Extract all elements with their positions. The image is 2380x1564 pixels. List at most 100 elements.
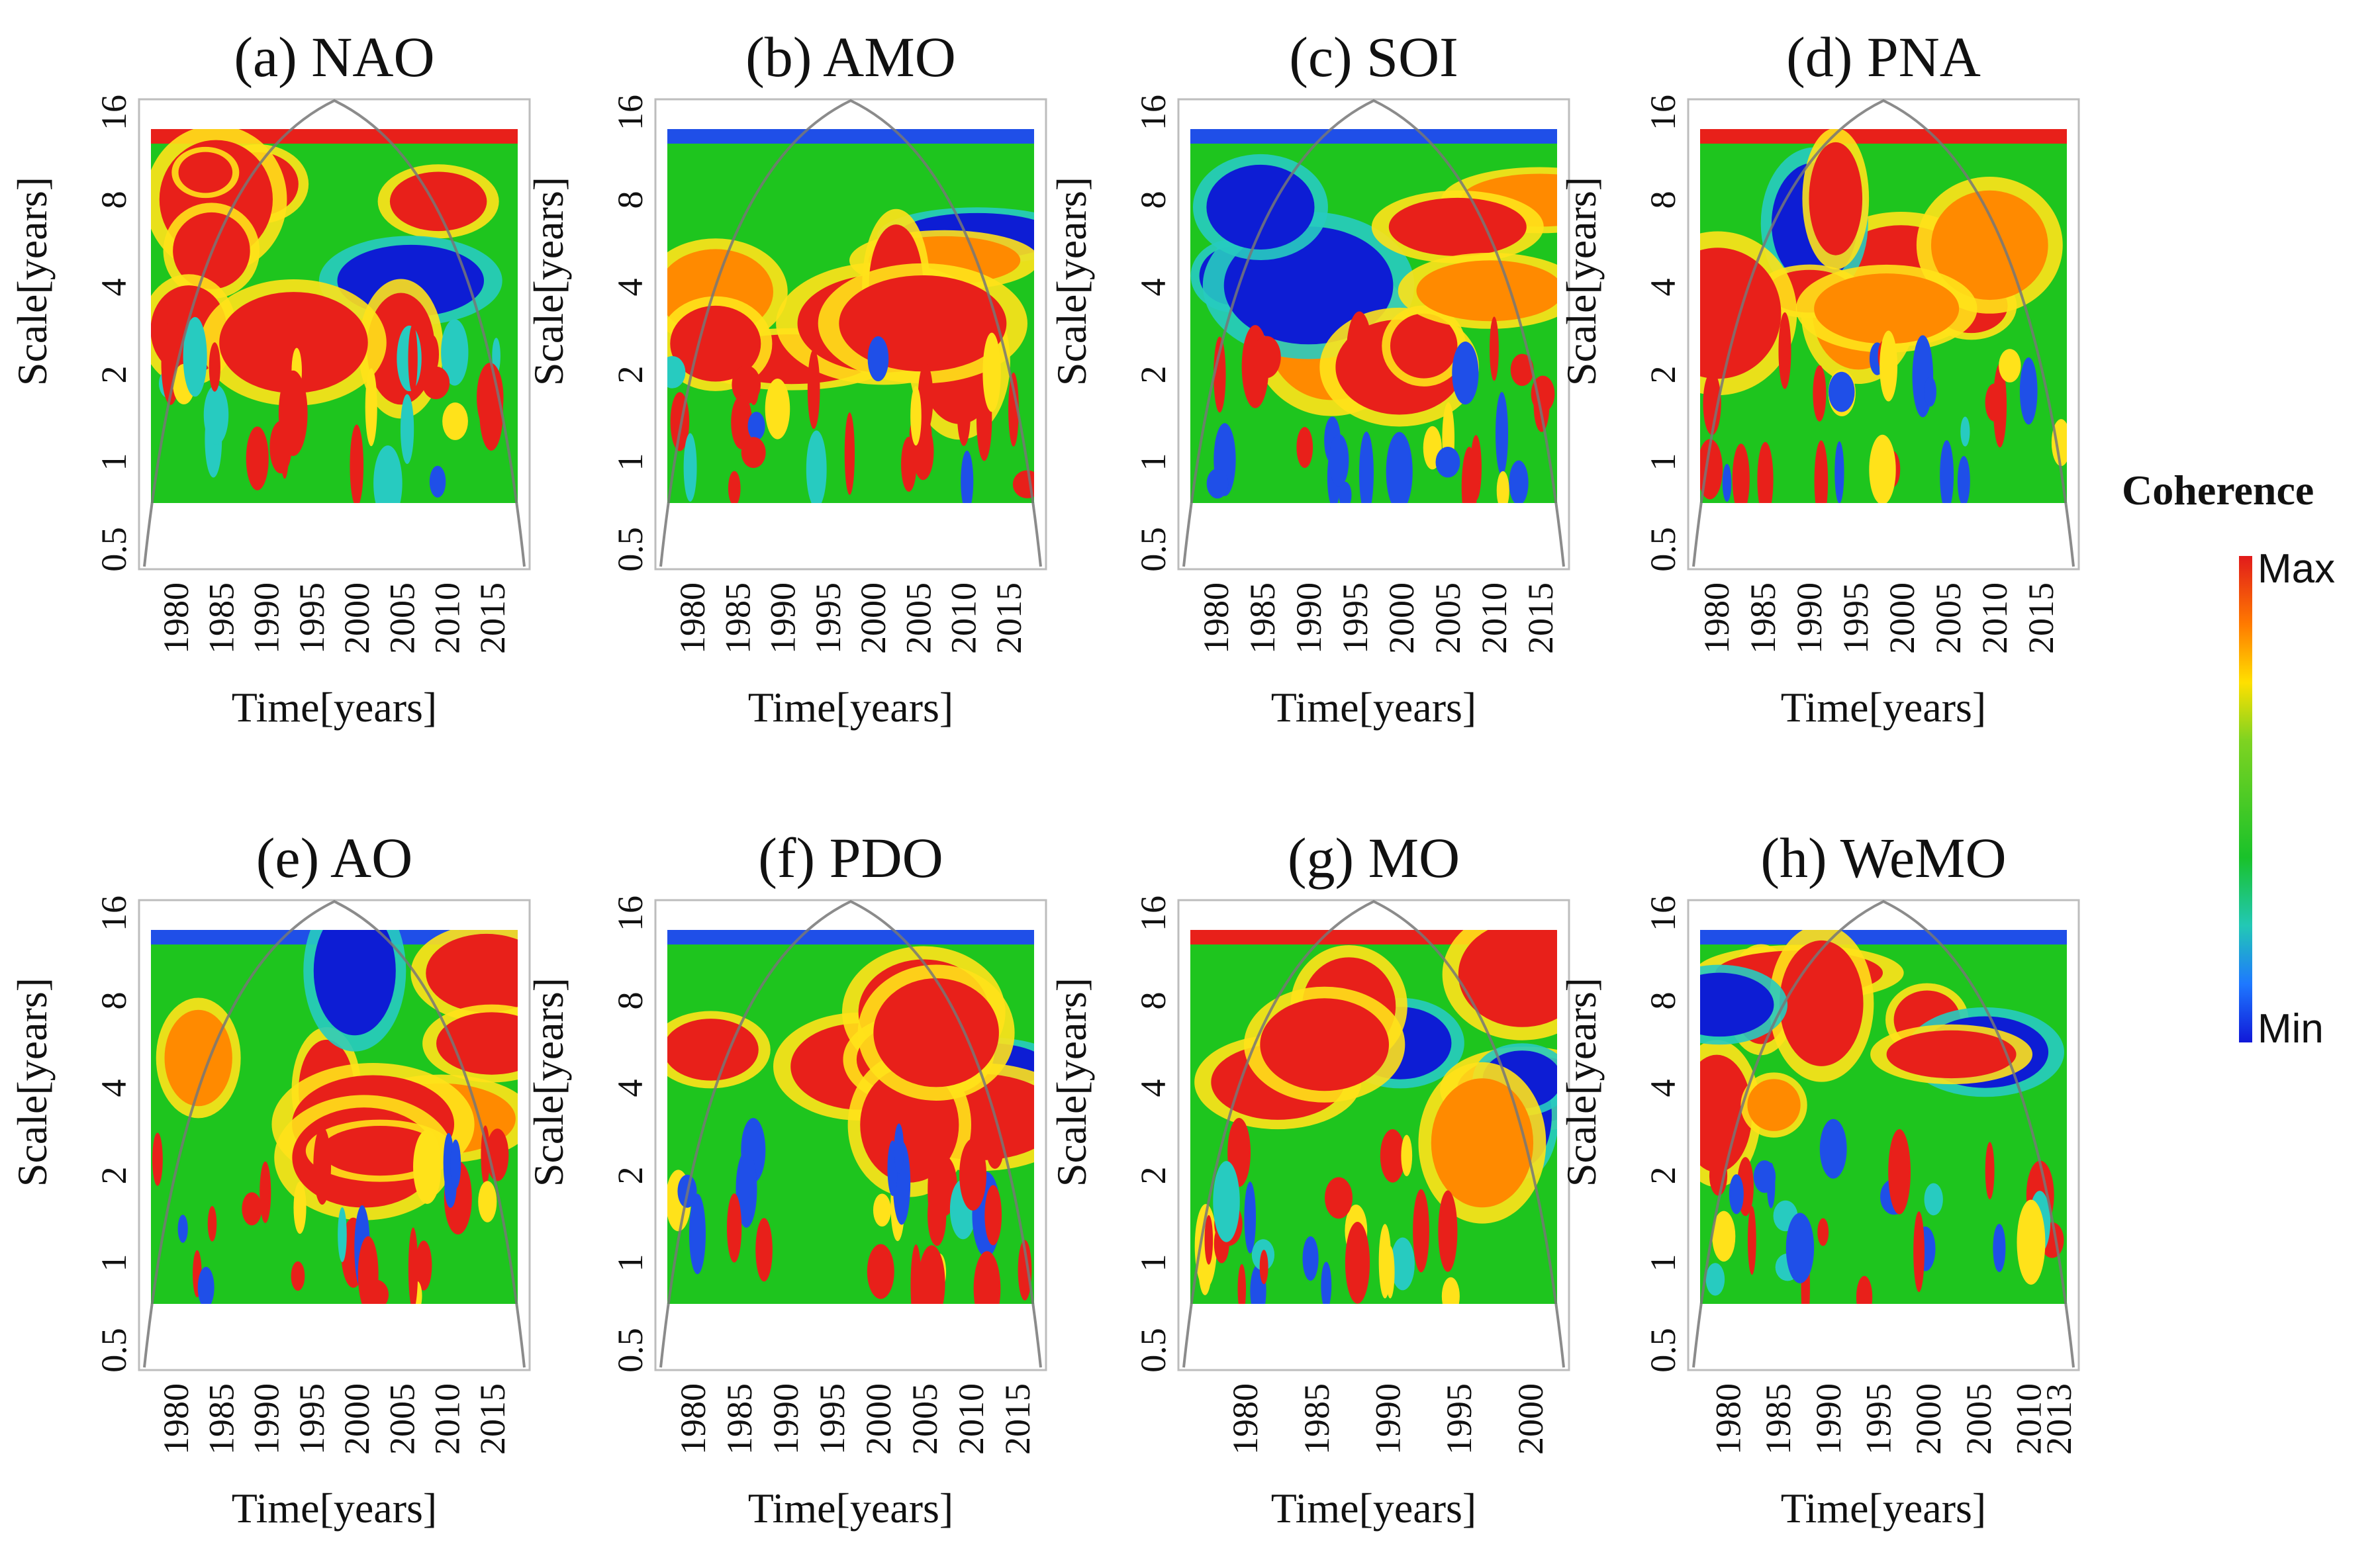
coherence-streak — [1729, 1174, 1744, 1215]
coherence-streak — [1888, 1129, 1911, 1215]
y-tick-label: 4 — [94, 1080, 134, 1097]
coherence-streak — [1817, 1218, 1829, 1246]
y-tick-label: 8 — [1643, 992, 1683, 1010]
coherence-streak — [2019, 357, 2038, 425]
x-axis-label: Time[years] — [1781, 684, 1986, 731]
y-tick-label: 8 — [94, 191, 134, 209]
y-tick-label: 1 — [610, 1254, 650, 1272]
x-axis-label: Time[years] — [1271, 684, 1476, 731]
coherence-streak — [1378, 1224, 1392, 1299]
coherence-streak — [726, 1193, 742, 1263]
coherence-streak — [689, 1193, 706, 1275]
coherence-streak — [1325, 1177, 1353, 1219]
coherence-streak — [478, 1181, 497, 1222]
coherence-streak — [1204, 1215, 1214, 1265]
coherence-streak — [1441, 1277, 1460, 1304]
coherence-blob — [1814, 273, 1960, 344]
y-tick-label: 0.5 — [610, 1328, 650, 1373]
coherence-blob — [1388, 197, 1527, 256]
coherence-streak — [731, 395, 753, 449]
x-tick-label: 1980 — [156, 1383, 196, 1455]
coherence-streak — [807, 349, 820, 430]
coherence-streak — [1813, 365, 1827, 422]
cone-of-influence — [143, 99, 526, 567]
x-tick-label: 1990 — [1789, 582, 1829, 654]
x-tick-label: 1995 — [812, 1383, 852, 1455]
y-tick-label: 4 — [610, 1080, 650, 1097]
panel-e: (e) AO 16 8 4 2 1 0.5 Scale[years] 1980 1985 1990 1… — [9, 826, 531, 1532]
coherence-streak — [910, 386, 922, 446]
x-tick-label: 2000 — [853, 582, 893, 654]
x-tick-label: 2010 — [428, 1383, 467, 1455]
coherence-streak — [736, 1150, 757, 1228]
coherence-streak — [984, 1185, 1002, 1246]
x-tick-label: 2005 — [1928, 582, 1968, 654]
y-tick-label: 2 — [1643, 1167, 1683, 1185]
y-tick-label: 4 — [1643, 279, 1683, 297]
x-tick-label: 1980 — [673, 1383, 713, 1455]
cone-of-influence — [659, 99, 1042, 567]
coherence-streak — [755, 1218, 773, 1282]
x-tick-label: 1995 — [292, 1383, 332, 1455]
x-tick-label: 2015 — [998, 1383, 1037, 1455]
coherence-blob — [1431, 1078, 1534, 1208]
x-tick-label: 2015 — [473, 1383, 512, 1455]
x-axis-label: Time[years] — [748, 684, 953, 731]
coherence-field — [667, 930, 1034, 1304]
x-tick-label: 1980 — [156, 582, 196, 654]
coherence-streak — [1913, 1211, 1925, 1293]
x-axis-label: Time[years] — [1271, 1485, 1476, 1532]
coherence-streak — [1321, 1262, 1332, 1304]
panel-f: (f) PDO 16 8 4 2 1 0.5 Scale[years] 1980 1985 1990… — [525, 826, 1047, 1532]
x-tick-label: 2015 — [473, 582, 512, 654]
y-tick-label: 4 — [610, 279, 650, 297]
x-tick-label: 1995 — [1836, 582, 1876, 654]
x-tick-label: 2000 — [1909, 1383, 1948, 1455]
coherence-blob — [1390, 313, 1458, 379]
y-tick-label: 4 — [1133, 279, 1173, 297]
coherence-streak — [373, 445, 403, 503]
coherence-field — [151, 129, 518, 503]
coherence-streak — [873, 1193, 891, 1227]
coherence-blob — [313, 930, 396, 1036]
x-tick-label: 1985 — [720, 1383, 759, 1455]
x-tick-label: 2005 — [1959, 1383, 1999, 1455]
coherence-streak — [749, 373, 759, 406]
coherence-streak — [928, 1160, 936, 1222]
coherence-streak — [1985, 383, 2003, 422]
coherence-streak — [260, 1161, 271, 1223]
coherence-streak — [1753, 1160, 1776, 1193]
x-tick-label: 2000 — [337, 582, 377, 654]
x-tick-label: 2010 — [428, 582, 467, 654]
x-tick-label: 1990 — [247, 1383, 287, 1455]
coherence-streak — [957, 380, 971, 446]
coherence-streak — [1346, 311, 1372, 395]
x-tick-label: 2005 — [382, 1383, 422, 1455]
coherence-streak — [961, 450, 974, 503]
coherence-blob — [426, 933, 518, 1013]
coherence-streak — [350, 424, 364, 503]
panel-c: (c) SOI 16 8 4 2 1 0.5 Scale[years] 1980 1985 1990… — [1048, 25, 1570, 731]
coherence-streak — [1435, 447, 1460, 478]
cone-of-influence — [659, 899, 1042, 1368]
y-tick-label: 8 — [1133, 191, 1173, 209]
coherence-streak — [2017, 1199, 2046, 1285]
panel-d: (d) PNA 16 8 4 2 1 0.5 Scale[years] 1980 1985 1990… — [1558, 25, 2080, 731]
coherence-blob — [1260, 998, 1389, 1091]
coherence-streak — [1757, 441, 1774, 503]
x-tick-label: 1990 — [766, 1383, 806, 1455]
coherence-streak — [1880, 330, 1898, 402]
colorbar: Coherence Max Min — [2122, 467, 2335, 1052]
coherence-streak — [429, 465, 446, 498]
y-tick-label: 0.5 — [94, 1328, 134, 1373]
x-tick-label: 1985 — [201, 582, 241, 654]
y-tick-label: 2 — [94, 366, 134, 384]
x-tick-label: 2010 — [951, 1383, 991, 1455]
coherence-streak — [1993, 1224, 2006, 1272]
coherence-streak — [1213, 1161, 1240, 1242]
coherence-streak — [415, 1240, 432, 1291]
x-tick-label: 1995 — [1858, 1383, 1898, 1455]
x-tick-label: 1980 — [1196, 582, 1236, 654]
panel-title: (c) SOI — [1289, 25, 1458, 89]
x-tick-label: 2015 — [989, 582, 1029, 654]
